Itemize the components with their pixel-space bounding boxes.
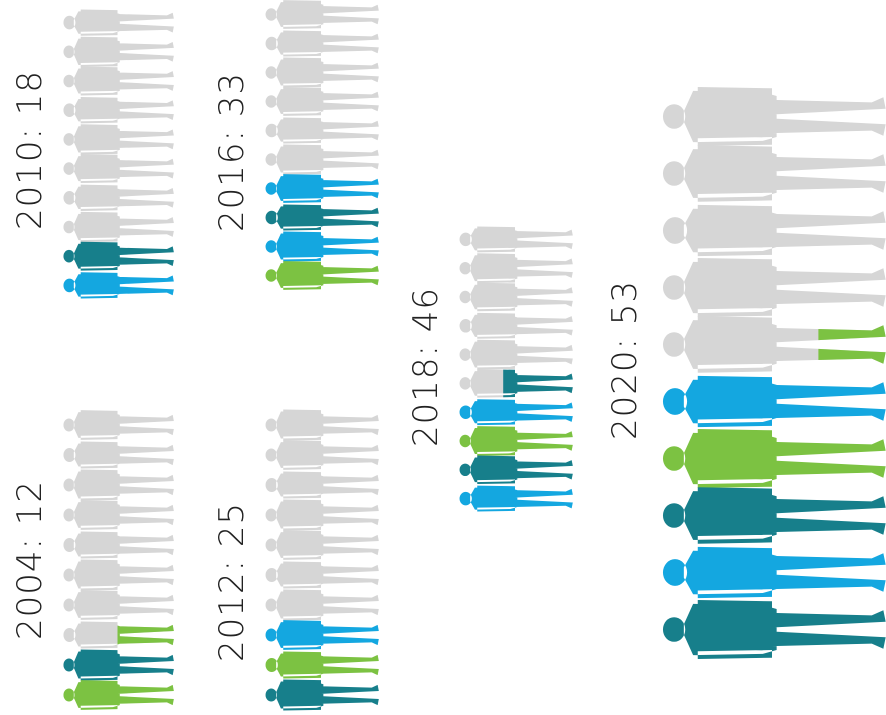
figures-2018: [459, 226, 573, 512]
figure-2010-7: [63, 184, 174, 211]
figure-2012-7: [265, 589, 379, 621]
figure-2016-5: [265, 117, 379, 144]
figure-2018-8: [459, 426, 573, 456]
figure-2004-6: [63, 559, 174, 591]
figure-2016-3: [265, 57, 379, 88]
figure-2020-6: [662, 375, 886, 428]
figure-2020-5-partial: [818, 325, 886, 364]
figures-2004: [63, 410, 174, 710]
figure-2020-8: [662, 487, 886, 544]
figure-2012-6: [265, 561, 379, 589]
figure-2018-3: [459, 282, 573, 312]
figures-2016: [265, 0, 379, 290]
figure-2012-3: [265, 471, 379, 499]
figure-2010-6: [63, 154, 174, 184]
figure-2020-1: [662, 87, 886, 146]
figure-2018-1: [459, 226, 573, 253]
figure-2010-4: [63, 97, 174, 124]
figure-2010-10: [63, 272, 174, 299]
figure-2016-2: [265, 30, 379, 57]
figure-2016-9: [265, 231, 379, 262]
figure-2018-9: [459, 455, 573, 485]
figure-2004-8-partial: [117, 622, 174, 648]
figure-2016-7: [265, 174, 379, 203]
figure-2004-1: [63, 410, 174, 440]
year-label-2016: 2016: 33: [212, 71, 252, 232]
figure-2004-7: [63, 590, 174, 620]
figures-2020: [662, 87, 886, 659]
figure-2020-4: [662, 258, 886, 317]
year-label-2018: 2018: 46: [406, 286, 446, 447]
figure-2010-2: [63, 36, 174, 67]
figure-2012-4: [265, 499, 379, 531]
figure-2020-7: [662, 429, 886, 488]
figure-2016-4: [265, 87, 379, 116]
figure-2016-1: [265, 0, 379, 29]
figure-2018-4: [459, 312, 573, 339]
figure-2012-9: [265, 651, 379, 679]
figure-2018-10: [459, 485, 573, 512]
figure-2018-7: [459, 399, 573, 426]
figure-2020-5: [662, 316, 886, 373]
figure-2012-5: [265, 530, 379, 560]
figure-2010-1: [63, 9, 174, 36]
figure-2012-1: [265, 409, 379, 441]
figure-2004-10: [63, 680, 174, 710]
figure-2004-9: [63, 649, 174, 681]
year-label-2020: 2020: 53: [605, 279, 645, 440]
year-label-2004: 2004: 12: [10, 479, 50, 640]
figure-2018-6-partial: [503, 369, 573, 398]
year-label-2012: 2012: 25: [212, 501, 252, 662]
figure-2016-8: [265, 204, 379, 231]
figure-2020-2: [662, 145, 886, 202]
figure-2020-10: [662, 600, 886, 659]
year-label-2010: 2010: 18: [10, 69, 50, 230]
figure-2004-3: [63, 469, 174, 501]
figure-2004-2: [63, 441, 174, 469]
figure-2016-10: [265, 261, 379, 290]
figure-2010-3: [63, 66, 174, 96]
figure-2010-9: [63, 241, 174, 271]
figure-2012-8: [265, 620, 379, 650]
figure-2018-2: [459, 253, 573, 284]
figures-2012: [265, 409, 379, 711]
figure-2020-9: [662, 546, 886, 599]
figure-2012-10: [265, 679, 379, 711]
figure-2018-5: [459, 339, 573, 370]
figure-2004-5: [63, 531, 174, 559]
figure-2004-4: [63, 500, 174, 530]
figures-2010: [63, 9, 174, 299]
figure-2010-8: [63, 211, 174, 243]
figure-2010-5: [63, 124, 174, 155]
figure-2012-2: [265, 440, 379, 470]
figure-2016-6: [265, 144, 379, 175]
figure-2020-3: [662, 204, 886, 257]
